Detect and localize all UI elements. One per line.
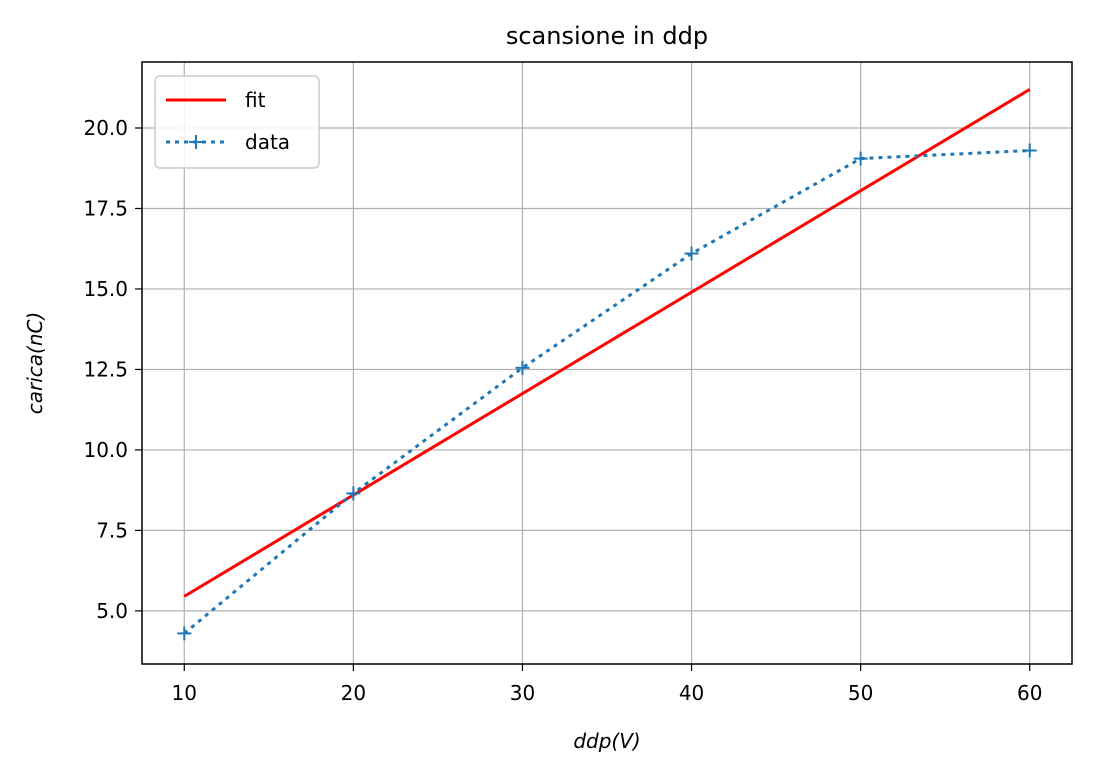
y-tick-label: 12.5 bbox=[83, 357, 128, 381]
x-tick-label: 30 bbox=[510, 681, 535, 705]
data-point-marker bbox=[515, 360, 530, 375]
y-tick-label: 20.0 bbox=[83, 116, 128, 140]
series-line-data bbox=[183, 149, 1030, 635]
x-tick-label: 50 bbox=[848, 681, 873, 705]
ticks: 10 20 30 40 50 60 5.0 7.5 10.0 12.5 15.0 17.5 20.0 bbox=[83, 116, 1042, 705]
data-point-marker bbox=[346, 486, 361, 501]
x-tick-label: 10 bbox=[172, 681, 197, 705]
legend: fit data bbox=[154, 75, 320, 169]
y-tick-label: 10.0 bbox=[83, 438, 128, 462]
x-axis-label: ddp(V) bbox=[573, 729, 640, 753]
y-tick-label: 5.0 bbox=[96, 599, 128, 623]
x-tick-label: 60 bbox=[1017, 681, 1042, 705]
y-tick-label: 7.5 bbox=[96, 518, 128, 542]
x-tick-label: 20 bbox=[341, 681, 366, 705]
legend-label-data: data bbox=[245, 130, 290, 154]
data-point-marker bbox=[853, 151, 868, 166]
y-axis-label: carica(nC) bbox=[23, 312, 47, 415]
axes-frame bbox=[141, 61, 1073, 665]
data-point-marker bbox=[177, 626, 192, 641]
legend-box bbox=[154, 75, 320, 169]
data-point-marker bbox=[684, 246, 699, 261]
plot-area bbox=[177, 88, 1037, 641]
y-tick-label: 15.0 bbox=[83, 277, 128, 301]
chart-title: scansione in ddp bbox=[506, 22, 708, 50]
series-line-fit bbox=[183, 88, 1031, 598]
data-point-marker bbox=[1022, 143, 1037, 158]
legend-label-fit: fit bbox=[245, 88, 266, 112]
y-tick-label: 17.5 bbox=[83, 196, 128, 220]
x-tick-label: 40 bbox=[679, 681, 704, 705]
